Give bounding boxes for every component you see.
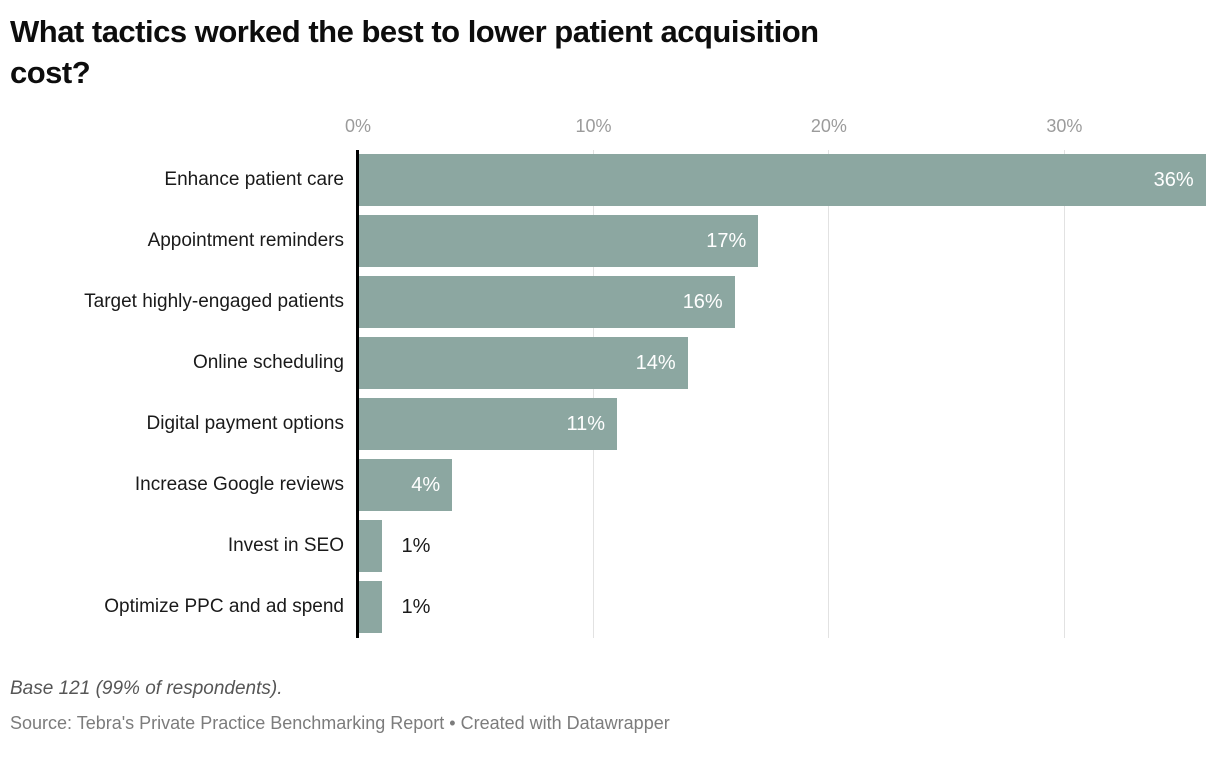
bar-track: 14%	[358, 337, 1220, 390]
category-label: Optimize PPC and ad spend	[104, 596, 344, 618]
bar	[358, 520, 382, 573]
value-label: 11%	[566, 412, 605, 435]
category-label: Digital payment options	[146, 413, 345, 435]
bar-track: 4%	[358, 459, 1220, 512]
y-axis-line	[356, 149, 359, 638]
category-label: Appointment reminders	[147, 230, 344, 252]
x-axis: 0% 10% 20% 30%	[345, 115, 1220, 142]
category-label: Target highly-engaged patients	[84, 291, 344, 313]
value-label: 1%	[401, 596, 431, 619]
chart-title-line2: cost?	[10, 54, 91, 90]
bar: 36%	[358, 154, 1206, 207]
value-label: 14%	[635, 351, 676, 374]
bar-row: Enhance patient care 36%	[0, 150, 1220, 211]
bar-rows: Enhance patient care 36% Appointment remin…	[0, 150, 1220, 638]
bar-row: Target highly-engaged patients 16%	[0, 272, 1220, 333]
source-line: Source: Tebra's Private Practice Benchma…	[10, 712, 670, 733]
chart-title: What tactics worked the best to lower pa…	[10, 12, 1150, 94]
bar-row: Increase Google reviews 4%	[0, 455, 1220, 516]
grid-layer	[358, 149, 1208, 638]
bar-row: Appointment reminders 17%	[0, 211, 1220, 272]
gridline	[828, 149, 830, 638]
category-label: Increase Google reviews	[134, 474, 344, 496]
category-label: Invest in SEO	[227, 535, 344, 557]
value-label: 16%	[682, 290, 723, 313]
value-label: 1%	[401, 535, 431, 558]
bar-row: Digital payment options 11%	[0, 394, 1220, 455]
bar-row: Online scheduling 14%	[0, 333, 1220, 394]
bar: 16%	[358, 276, 735, 329]
bar: 4%	[358, 459, 453, 512]
x-axis-tick-label: 0%	[344, 115, 372, 136]
bar-track: 1%	[358, 581, 1220, 634]
bar: 17%	[358, 215, 759, 268]
bar: 11%	[358, 398, 617, 451]
gridline	[592, 149, 594, 638]
gridline	[1063, 149, 1065, 638]
x-axis-tick-label: 30%	[1046, 115, 1083, 136]
bar-track: 36%	[358, 154, 1220, 207]
footnote: Base 121 (99% of respondents).	[10, 677, 283, 699]
value-label: 17%	[706, 229, 747, 252]
x-axis-tick-label: 10%	[575, 115, 612, 136]
bar: 14%	[358, 337, 688, 390]
bar-track: 1%	[358, 520, 1220, 573]
bar-track: 17%	[358, 215, 1220, 268]
category-label: Enhance patient care	[164, 169, 344, 191]
chart-title-line1: What tactics worked the best to lower pa…	[10, 14, 819, 49]
bar-row: Invest in SEO 1%	[0, 516, 1220, 577]
category-label: Online scheduling	[192, 352, 344, 374]
value-label: 36%	[1153, 168, 1194, 191]
bar-row: Optimize PPC and ad spend 1%	[0, 577, 1220, 638]
bar	[358, 581, 382, 634]
plot-area: Enhance patient care 36% Appointment remin…	[0, 149, 1220, 638]
x-axis-tick-label: 20%	[810, 115, 847, 136]
bar-track: 11%	[358, 398, 1220, 451]
bar-track: 16%	[358, 276, 1220, 329]
value-label: 4%	[411, 473, 441, 496]
